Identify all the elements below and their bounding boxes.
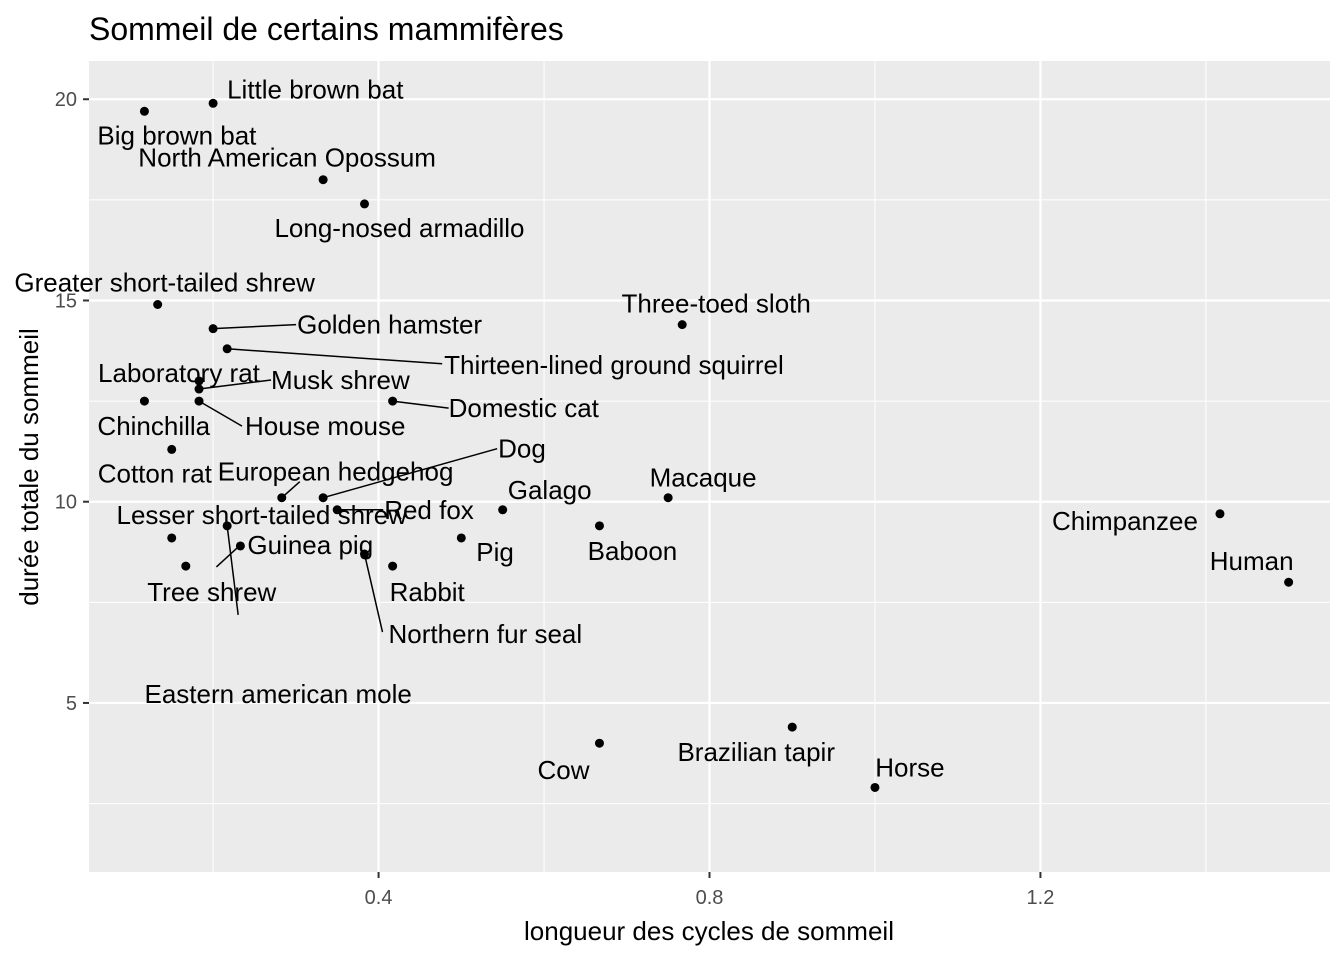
chart-title: Sommeil de certains mammifères — [89, 11, 564, 47]
data-point — [787, 722, 797, 732]
point-label: Northern fur seal — [389, 619, 583, 649]
leader-line — [226, 525, 239, 615]
point-label: Eastern american mole — [144, 679, 411, 709]
data-point — [594, 738, 604, 748]
data-point — [870, 782, 880, 792]
data-point — [139, 396, 149, 406]
data-point — [167, 533, 177, 543]
point-label: Three-toed sloth — [622, 289, 811, 319]
data-point — [167, 444, 177, 454]
point-label: European hedgehog — [218, 457, 454, 487]
leader-line — [392, 400, 449, 409]
point-label: Musk shrew — [271, 365, 410, 395]
leader-line — [198, 379, 272, 390]
point-label: Cow — [537, 755, 589, 785]
y-tick-label: 20 — [55, 89, 77, 111]
point-label: Big brown bat — [97, 120, 257, 150]
point-label: Little brown bat — [227, 74, 404, 104]
data-point — [663, 493, 673, 503]
leader-line — [363, 553, 384, 633]
point-label: Macaque — [650, 463, 757, 493]
point-label: Galago — [508, 475, 592, 505]
point-label: Tree shrew — [147, 577, 276, 607]
point-label: Chimpanzee — [1052, 506, 1198, 536]
data-points — [139, 98, 1294, 792]
data-point — [194, 396, 204, 406]
data-point — [208, 98, 218, 108]
leader-line — [198, 400, 243, 427]
leader-line — [322, 447, 498, 499]
data-point — [277, 493, 287, 503]
point-label: Domestic cat — [449, 393, 600, 423]
y-axis-title: durée totale du sommeil — [14, 328, 44, 605]
point-label: Pig — [476, 537, 514, 567]
data-point — [222, 344, 232, 354]
data-point — [388, 396, 398, 406]
point-label: Long-nosed armadillo — [274, 213, 524, 243]
leader-line — [213, 323, 297, 330]
y-tick-label: 15 — [55, 290, 77, 312]
y-tick-label: 5 — [66, 693, 77, 715]
point-label: Lesser short-tailed shrew — [116, 500, 407, 530]
point-label: Horse — [875, 752, 944, 782]
y-tick-label: 10 — [55, 492, 77, 514]
data-point — [360, 549, 370, 559]
point-label: Baboon — [588, 536, 678, 566]
data-point — [498, 505, 508, 515]
data-point — [181, 561, 191, 571]
point-label: Red fox — [384, 495, 474, 525]
point-label: Golden hamster — [297, 310, 482, 340]
data-point — [677, 320, 687, 330]
label-leader-lines — [198, 323, 498, 633]
x-tick-label: 0.4 — [365, 887, 393, 909]
point-label: Greater short-tailed shrew — [14, 268, 315, 298]
leader-line — [215, 544, 241, 568]
point-label: Human — [1210, 546, 1294, 576]
x-axis-title: longueur des cycles de sommeil — [524, 916, 894, 946]
data-point — [1215, 509, 1225, 519]
data-point — [318, 175, 328, 185]
leader-line — [227, 348, 443, 365]
data-point — [332, 505, 342, 515]
data-point — [1284, 577, 1294, 587]
data-point — [139, 106, 149, 116]
point-label: Guinea pig — [247, 530, 373, 560]
data-point — [153, 300, 163, 310]
point-label: House mouse — [245, 411, 405, 441]
point-label: Brazilian tapir — [677, 737, 835, 767]
data-point — [456, 533, 466, 543]
data-point — [360, 199, 370, 209]
x-tick-label: 0.8 — [696, 887, 724, 909]
data-point — [222, 521, 232, 531]
point-label: Chinchilla — [97, 411, 210, 441]
x-tick-label: 1.2 — [1027, 887, 1055, 909]
point-label: Thirteen-lined ground squirrel — [444, 350, 784, 380]
data-point — [194, 384, 204, 394]
point-label: Cotton rat — [98, 458, 213, 488]
point-label: Laboratory rat — [98, 358, 261, 388]
data-point — [194, 376, 204, 386]
point-label: Rabbit — [390, 577, 466, 607]
gridlines — [89, 61, 1330, 872]
data-point — [594, 521, 604, 531]
data-point — [318, 493, 328, 503]
data-point — [388, 561, 398, 571]
axis-ticks: 0.4 0.8 1.2 5 10 15 20 — [55, 89, 1055, 909]
data-point — [235, 541, 245, 551]
point-label: Dog — [498, 434, 546, 464]
point-label: North American Opossum — [138, 143, 436, 173]
data-point — [208, 324, 218, 334]
